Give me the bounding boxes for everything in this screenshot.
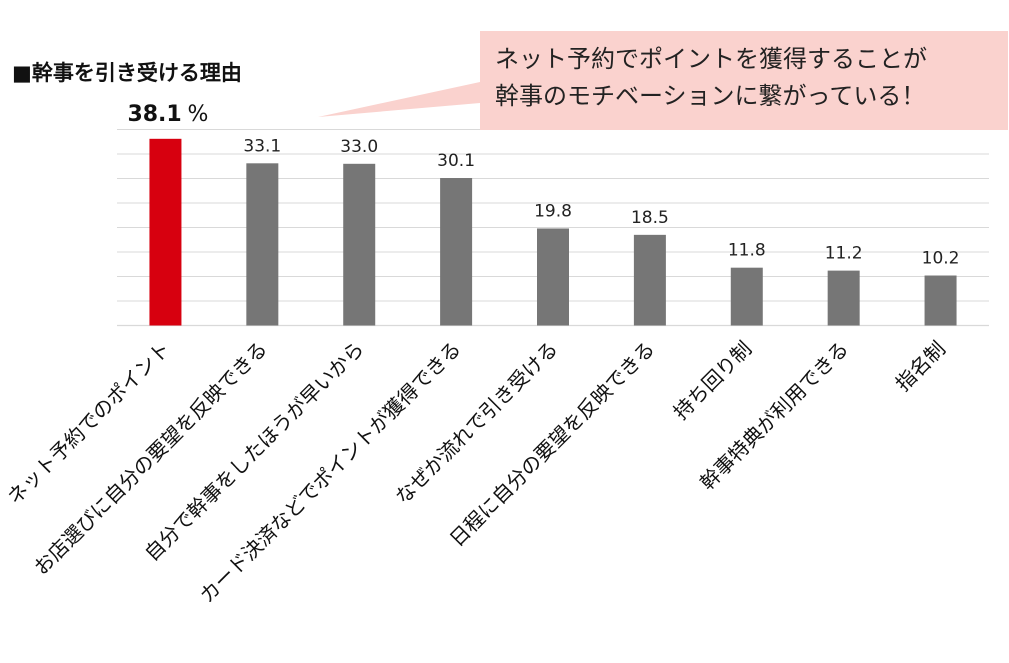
value-label-5: 19.8 bbox=[534, 201, 572, 221]
bar-6 bbox=[633, 234, 666, 326]
value-label-9: 10.2 bbox=[922, 249, 960, 269]
bar-2 bbox=[246, 163, 279, 326]
category-label-6: 日程に自分の要望を反映できる bbox=[445, 337, 660, 552]
category-label-9: 指名制 bbox=[891, 337, 950, 396]
bar-7 bbox=[730, 267, 763, 326]
value-label-1: 38.1 bbox=[127, 102, 181, 127]
value-label-8: 11.2 bbox=[825, 244, 863, 264]
callout-line-1: ネット予約でポイントを獲得することが bbox=[495, 45, 927, 73]
category-label-1: ネット予約でのポイント bbox=[2, 337, 175, 510]
chart-title: ■幹事を引き受ける理由 bbox=[12, 61, 242, 85]
category-label-5: なぜか流れで引き受ける bbox=[390, 337, 562, 509]
bar-1 bbox=[149, 138, 182, 326]
value-label-6: 18.5 bbox=[631, 208, 669, 228]
category-labels: ネット予約でのポイントお店選びに自分の要望を反映できる自分で幹事をしたほうが早い… bbox=[2, 337, 950, 608]
callout-annotation: ネット予約でポイントを獲得することが 幹事のモチベーションに繋がっている！ bbox=[318, 31, 1008, 130]
bar-8 bbox=[827, 270, 860, 326]
unit-label: % bbox=[187, 102, 208, 127]
category-label-7: 持ち回り制 bbox=[669, 337, 757, 425]
bar-4 bbox=[440, 178, 473, 326]
value-label-4: 30.1 bbox=[437, 151, 475, 171]
value-labels: 38.1 % 33.1 33.0 30.1 19.8 18.5 11.8 11.2 10.2 bbox=[127, 102, 959, 269]
value-label-3: 33.0 bbox=[340, 137, 378, 157]
callout-box bbox=[318, 31, 1008, 130]
bars bbox=[149, 138, 957, 326]
bar-3 bbox=[343, 163, 376, 326]
callout-line-2: 幹事のモチベーションに繋がっている！ bbox=[495, 82, 925, 110]
value-label-2: 33.1 bbox=[243, 136, 281, 156]
value-label-7: 11.8 bbox=[728, 241, 766, 261]
bar-5 bbox=[537, 228, 569, 326]
bar-9 bbox=[924, 275, 957, 326]
